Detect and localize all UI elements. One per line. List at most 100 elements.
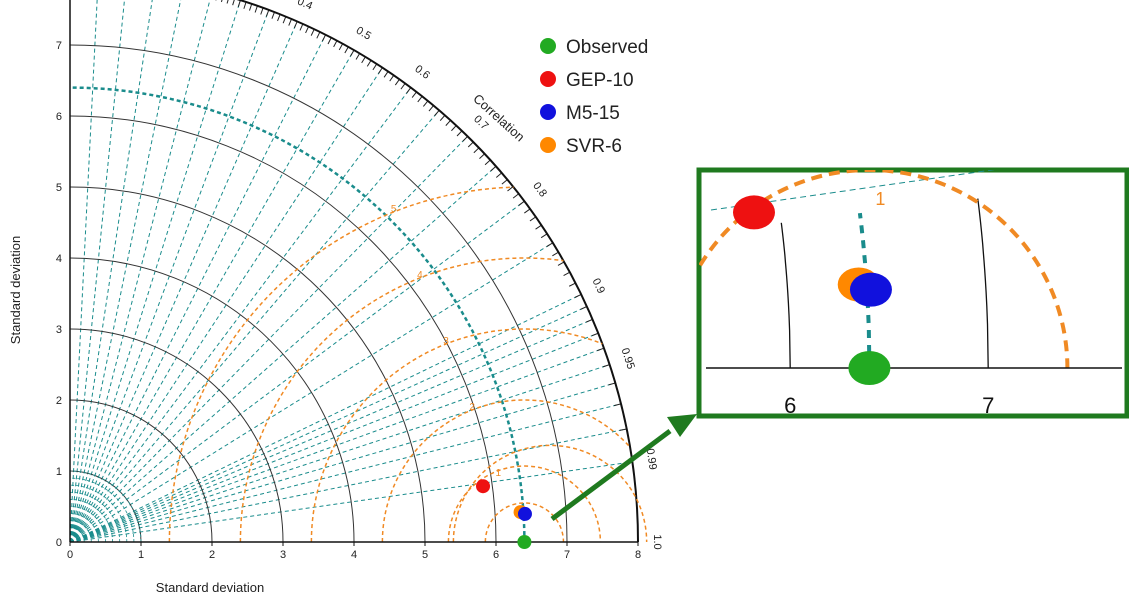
correlation-ray <box>69 293 582 543</box>
rms-label: 5 <box>391 204 397 215</box>
correlation-minor-tick <box>563 271 571 277</box>
rms-label: 1 <box>495 468 501 479</box>
legend-marker <box>540 38 556 54</box>
correlation-minor-tick <box>237 0 241 8</box>
correlation-minor-tick <box>434 110 440 117</box>
correlation-ray <box>69 67 383 543</box>
rms-arcs: 1 2 3 4 5 <box>168 186 648 543</box>
correlation-ray <box>69 0 182 543</box>
x-tick-label: 6 <box>493 549 499 561</box>
minor-std-arc <box>69 513 99 543</box>
std-arc <box>69 44 568 543</box>
y-tick-label: 4 <box>56 253 62 265</box>
correlation-minor-tick <box>265 9 270 17</box>
zoom-inset: 6 7 1 <box>696 167 1129 419</box>
reference-std-arc <box>69 86 526 543</box>
x-tick-label: 4 <box>351 549 357 561</box>
correlation-minor-tick <box>591 332 599 337</box>
correlation-minor-tick <box>473 147 480 154</box>
correlation-minor-tick <box>580 306 588 310</box>
std-arcs <box>69 0 639 543</box>
correlation-minor-tick <box>456 130 463 137</box>
correlation-tick-label: 0.9 <box>590 277 607 296</box>
correlation-ray <box>69 242 554 543</box>
correlation-minor-tick <box>597 347 605 352</box>
std-arc <box>236 0 639 543</box>
legend-marker <box>540 104 556 120</box>
zoom-arrow <box>550 414 697 522</box>
rms-arc <box>452 444 648 543</box>
correlation-tick-label: 1.0 <box>651 534 663 549</box>
x-axis-title: Standard deviation <box>156 580 264 595</box>
correlation-minor-tick <box>501 179 508 185</box>
correlation-ray <box>69 110 440 543</box>
correlation-minor-tick <box>518 200 525 206</box>
correlation-minor-tick <box>293 21 298 29</box>
y-tick-label: 1 <box>56 466 62 478</box>
correlation-minor-tick <box>305 26 310 34</box>
correlation-minor-tick <box>524 208 531 214</box>
correlation-minor-tick <box>529 216 537 222</box>
rms-label: 4 <box>417 270 423 281</box>
correlation-minor-tick <box>507 186 514 192</box>
correlation-minor-tick <box>232 0 235 6</box>
rms-arc <box>168 186 514 543</box>
correlation-minor-tick <box>327 37 332 45</box>
correlation-minor-tick <box>277 14 281 22</box>
zoom-point-observed <box>848 351 891 385</box>
correlation-minor-tick <box>411 91 417 98</box>
y-tick-label: 7 <box>56 40 62 52</box>
correlation-ray <box>69 87 412 543</box>
x-tick-label: 3 <box>280 549 286 561</box>
zoom-rms-label: 1 <box>875 189 885 209</box>
x-tick-label: 1 <box>138 549 144 561</box>
correlation-ray <box>69 34 327 543</box>
correlation-minor-tick <box>484 159 491 166</box>
correlation-minor-tick <box>540 233 548 239</box>
point-gep-10 <box>476 479 491 494</box>
correlation-minor-tick <box>568 282 576 287</box>
correlation-minor-tick <box>249 3 253 11</box>
correlation-minor-tick <box>226 0 229 4</box>
legend: Observed GEP-10 M5-15 SVR-6 <box>540 37 648 157</box>
data-points <box>476 479 532 549</box>
zoom-rms-arc <box>699 170 1070 369</box>
zoom-std-arc <box>977 198 989 369</box>
legend-label: M5-15 <box>566 103 620 124</box>
correlation-minor-tick <box>383 71 389 78</box>
correlation-minor-tick <box>613 403 622 407</box>
minor-std-arc <box>69 484 128 543</box>
legend-label: GEP-10 <box>566 70 634 91</box>
correlation-minor-tick <box>512 193 520 199</box>
zoom-point-gep-10 <box>732 195 775 230</box>
legend-marker <box>540 137 556 153</box>
correlation-minor-tick <box>574 293 582 298</box>
x-tick-label: 7 <box>564 549 570 561</box>
y-tick-label: 6 <box>56 111 62 123</box>
minor-std-arc <box>69 506 106 543</box>
rms-arc <box>310 328 603 543</box>
correlation-minor-tick <box>417 96 423 103</box>
zoom-x-label: 7 <box>982 393 994 418</box>
correlation-minor-tick <box>350 49 355 57</box>
y-tick-label: 5 <box>56 182 62 194</box>
point-m5-15 <box>517 506 532 521</box>
correlation-tick-label: 0.8 <box>530 180 549 199</box>
point-observed <box>517 535 532 549</box>
correlation-minor-tick <box>445 120 451 126</box>
legend-marker <box>540 71 556 87</box>
minor-std-arc <box>69 527 85 543</box>
correlation-minor-tick <box>406 87 412 94</box>
correlation-minor-tick <box>271 11 275 19</box>
correlation-minor-tick <box>490 165 497 172</box>
correlation-tick-label: 0.5 <box>354 25 373 43</box>
correlation-tick-label: 0.6 <box>412 63 431 82</box>
zoom-correlation-ray <box>710 170 996 211</box>
rms-label: 2 <box>469 402 475 413</box>
std-arc <box>69 399 213 543</box>
y-tick-label: 0 <box>56 537 62 549</box>
correlation-minor-tick <box>338 43 344 51</box>
correlation-ray <box>69 0 98 543</box>
legend-label: Observed <box>566 37 648 58</box>
